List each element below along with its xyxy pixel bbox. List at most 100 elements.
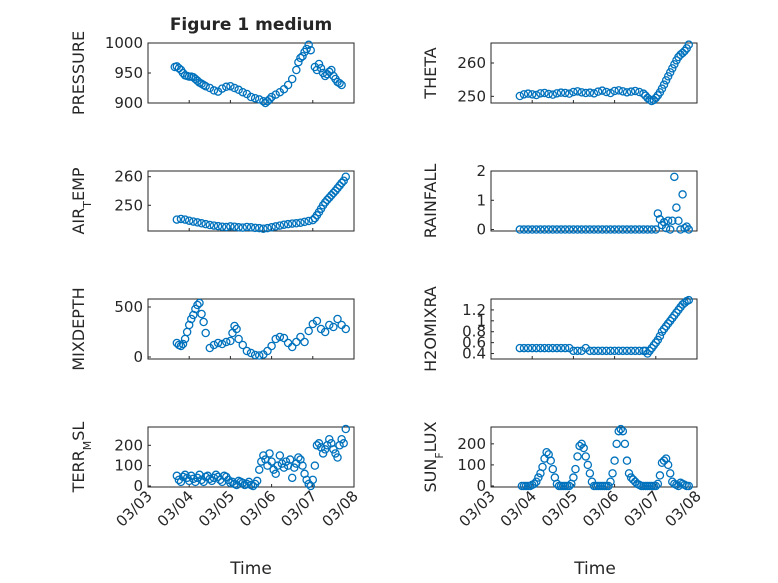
data-point (626, 87, 636, 96)
data-point (610, 456, 619, 465)
data-point (674, 216, 683, 226)
data-point (573, 452, 582, 461)
data-point (222, 82, 231, 92)
data-point (519, 225, 529, 234)
data-point (201, 219, 210, 229)
data-point (248, 481, 258, 491)
data-point (534, 473, 543, 482)
data-point (556, 343, 566, 353)
data-point (622, 225, 632, 234)
data-point (302, 44, 311, 54)
data-series (170, 40, 346, 108)
data-point (230, 83, 239, 93)
data-point (565, 481, 574, 491)
data-series (515, 172, 694, 234)
y-tick-label: 0.4 (462, 345, 486, 363)
data-point (205, 83, 215, 93)
data-point (527, 90, 537, 99)
data-point (300, 217, 309, 227)
data-point (246, 223, 256, 232)
data-point (645, 95, 654, 104)
data-point (259, 224, 268, 233)
subplot-theta: 250 260 THETA (421, 40, 698, 106)
axes-box (490, 298, 698, 360)
data-point (630, 225, 640, 234)
data-point (265, 95, 274, 104)
data-point (189, 217, 198, 226)
data-point (209, 86, 219, 95)
data-point (532, 225, 541, 234)
data-point (172, 471, 182, 481)
data-series (517, 424, 694, 491)
data-point (199, 317, 208, 327)
data-point (265, 449, 274, 458)
data-point (515, 343, 525, 353)
data-point (569, 473, 578, 482)
data-point (234, 334, 243, 344)
data-point (579, 443, 588, 453)
data-point (333, 183, 342, 193)
data-point (197, 309, 206, 319)
data-point (684, 225, 694, 234)
data-point (304, 326, 313, 336)
data-point (618, 225, 628, 234)
data-point (271, 469, 280, 479)
data-point (523, 225, 533, 234)
data-point (610, 225, 619, 234)
y-tick-label: 100 (114, 457, 143, 475)
data-point (242, 222, 252, 232)
data-point (172, 215, 182, 224)
data-point (300, 337, 309, 347)
y-tick-label: 2 (476, 162, 486, 180)
data-point (663, 216, 673, 226)
data-point (544, 89, 553, 99)
data-point (174, 63, 184, 73)
data-point (544, 225, 553, 234)
data-point (536, 343, 545, 353)
y-tick-label: 0.6 (462, 334, 486, 352)
data-point (294, 57, 303, 67)
data-point (542, 448, 551, 457)
data-point (290, 463, 299, 472)
data-point (670, 172, 679, 182)
data-point (540, 343, 549, 353)
data-point (232, 324, 241, 334)
y-tick-label: 0 (476, 221, 486, 239)
x-tick-label: 03/08 (662, 487, 705, 530)
data-point (287, 342, 297, 352)
data-point (548, 90, 558, 99)
data-point (618, 426, 628, 436)
data-point (238, 340, 248, 350)
data-point (242, 346, 252, 356)
data-point (263, 223, 272, 233)
data-point (267, 223, 276, 232)
subplot-mixdepth: 0 500 MIXDEPTH (69, 287, 355, 371)
y-tick-label: 1 (476, 312, 486, 330)
data-point (254, 465, 264, 474)
data-point (630, 86, 640, 96)
data-point (552, 89, 562, 98)
y-axis-label: AIRTEMP (69, 167, 94, 234)
data-point (254, 95, 264, 104)
data-series (515, 40, 694, 106)
x-tick-label: 03/06 (579, 487, 622, 530)
x-tick-label: 03/05 (195, 487, 238, 530)
data-point (616, 424, 626, 434)
figure-title: Figure 1 medium (170, 15, 332, 35)
data-point (298, 51, 307, 61)
data-point (585, 346, 595, 356)
data-point (294, 453, 303, 462)
data-point (565, 225, 574, 234)
data-point (552, 343, 562, 353)
data-point (577, 225, 586, 234)
data-point (684, 295, 694, 305)
data-point (318, 449, 328, 458)
data-point (287, 74, 297, 84)
data-point (178, 472, 188, 482)
y-tick-label: 260 (457, 54, 486, 72)
data-point (593, 346, 603, 356)
data-point (201, 81, 210, 91)
data-point (267, 341, 276, 351)
data-point (560, 343, 570, 353)
data-point (226, 336, 235, 346)
